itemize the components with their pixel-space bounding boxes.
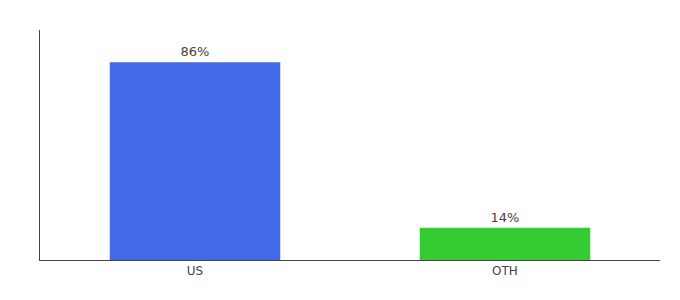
svg-text:14%: 14% bbox=[491, 210, 520, 225]
svg-text:US: US bbox=[187, 264, 203, 278]
svg-text:86%: 86% bbox=[181, 44, 210, 59]
svg-text:OTH: OTH bbox=[492, 264, 518, 278]
